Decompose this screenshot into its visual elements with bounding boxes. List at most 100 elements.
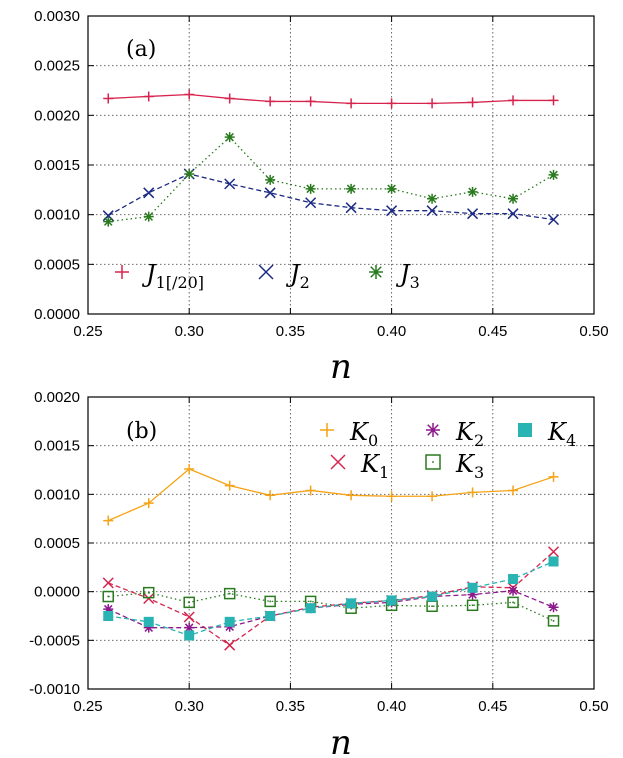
data-point-K4 — [508, 574, 519, 585]
data-point-K1 — [183, 611, 195, 623]
y-tick-label: 0.0020 — [34, 389, 80, 406]
data-point-K3-box — [547, 615, 560, 627]
data-point-J1 — [184, 89, 195, 100]
y-tick-label: 0.0030 — [34, 8, 80, 25]
data-point-J3 — [224, 132, 235, 143]
legend-marker-J2 — [258, 264, 274, 280]
data-point-K2 — [467, 589, 478, 600]
data-point-K1 — [224, 639, 236, 651]
x-tick-label: 0.30 — [175, 698, 204, 715]
x-tick-label: 0.35 — [276, 323, 305, 340]
data-point-K3-dot — [552, 620, 555, 622]
data-point-J3 — [265, 174, 276, 185]
data-point-J1 — [103, 93, 114, 104]
x-tick-label: 0.40 — [377, 323, 406, 340]
legend-marker-K2 — [426, 423, 440, 437]
data-point-J1 — [548, 95, 559, 106]
data-point-K3-box — [466, 599, 479, 612]
panel-label: (a) — [126, 37, 156, 62]
x-tick-label: 0.25 — [73, 323, 102, 340]
legend-marker-K0 — [320, 423, 334, 437]
data-point-K3-dot — [431, 605, 433, 608]
data-point-J3 — [305, 183, 316, 194]
data-point-K4 — [143, 616, 154, 627]
data-point-J3 — [103, 216, 114, 227]
data-point-J3 — [143, 211, 154, 222]
data-point-K2 — [103, 604, 114, 615]
data-point-K3-dot — [512, 601, 514, 604]
legend-marker-K3 — [425, 454, 441, 470]
data-point-J3 — [427, 193, 438, 204]
data-point-J2 — [426, 205, 438, 217]
data-point-K3 — [547, 615, 560, 627]
legend-marker-K1 — [330, 454, 346, 470]
data-point-K2 — [508, 585, 519, 596]
panel-b-plot: 0.25 0.30 0.35 0.40 0.45 0.50 -0.0010 -0.0005 0.… — [29, 389, 608, 758]
data-point-K0 — [386, 491, 397, 502]
series-line-K0 — [107, 468, 554, 522]
legend-subscript-K0: 0 — [368, 431, 378, 450]
y-tick-label: 0.0020 — [34, 107, 80, 124]
data-point-J1 — [346, 98, 357, 109]
data-point-K3 — [142, 586, 155, 599]
legend-subscript-K1: 1 — [379, 463, 389, 482]
data-point-K0 — [265, 490, 276, 501]
x-axis-label: n — [330, 347, 352, 387]
data-point-K1 — [102, 577, 114, 589]
data-point-K4 — [386, 595, 397, 606]
y-tick-label: 0.0010 — [34, 486, 80, 503]
data-point-J3 — [467, 186, 478, 197]
data-point-K0 — [467, 487, 478, 498]
data-point-K3-dot — [309, 600, 312, 603]
data-point-K3 — [264, 595, 276, 608]
data-point-K2 — [548, 602, 559, 613]
data-point-J3 — [386, 183, 397, 194]
y-tick-label: 0.0015 — [34, 438, 80, 455]
series-J2 — [102, 168, 560, 226]
data-point-J2 — [143, 187, 155, 199]
data-point-K3 — [507, 596, 519, 609]
data-point-K3-box — [142, 586, 155, 599]
data-point-J2 — [305, 197, 317, 209]
data-point-K3-dot — [269, 600, 271, 603]
x-tick-label: 0.50 — [579, 323, 608, 340]
x-tick-label: 0.30 — [175, 323, 204, 340]
legend-label-K1: K1 — [360, 450, 389, 482]
data-point-J2 — [345, 202, 357, 214]
data-point-K3 — [102, 590, 114, 603]
data-point-J3 — [508, 193, 519, 204]
plot-frame — [87, 396, 595, 690]
legend-name-K1: K — [360, 450, 381, 478]
data-point-J1 — [508, 95, 519, 106]
data-point-J1 — [305, 96, 316, 107]
data-point-K4 — [224, 616, 235, 627]
data-point-K0 — [508, 485, 519, 496]
legend-name-K0: K — [349, 418, 370, 446]
series-line-K3 — [108, 591, 554, 622]
data-point-K4 — [346, 598, 357, 609]
data-point-K3-dot — [107, 595, 110, 598]
y-tick-label: 0.0015 — [34, 157, 80, 174]
data-point-K4 — [265, 611, 276, 621]
x-tick-label: 0.45 — [478, 698, 507, 715]
data-point-J1 — [143, 91, 154, 102]
data-point-K3-dot — [188, 601, 190, 604]
legend-subscript-J2: 2 — [300, 273, 310, 292]
y-tick-label: -0.0010 — [29, 681, 80, 698]
data-point-K4 — [548, 556, 559, 567]
data-point-K4 — [103, 611, 114, 621]
legend-subscript-K4: 4 — [566, 431, 576, 450]
legend-marker-K3-box — [425, 454, 441, 470]
data-point-K4 — [305, 603, 316, 614]
data-point-K3-box — [264, 595, 276, 608]
data-point-K0 — [427, 491, 438, 502]
x-axis-label: n — [330, 723, 352, 758]
data-point-K4 — [184, 630, 195, 641]
panel-a-plot: 0.25 0.30 0.35 0.40 0.45 0.50 0.0000 0.0005 0.00… — [34, 8, 608, 387]
series-line-J2 — [107, 173, 554, 221]
x-tick-label: 0.45 — [478, 323, 507, 340]
data-point-J3 — [548, 169, 559, 180]
y-tick-label: 0.0025 — [34, 58, 80, 75]
legend-label-K4: K4 — [547, 418, 576, 450]
